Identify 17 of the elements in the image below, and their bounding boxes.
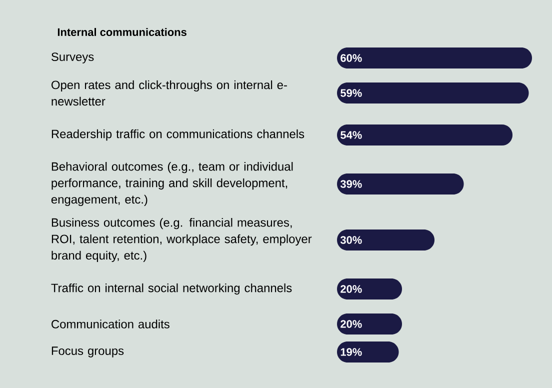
data-label: 20% xyxy=(340,320,362,328)
y-tick-label: Behavioral outcomes (e.g., team or individual performance, training and skill development, engagement, etc.) xyxy=(51,162,293,206)
data-label: 59% xyxy=(340,89,362,97)
y-tick-label: Surveys xyxy=(51,52,94,64)
y-tick-label: Traffic on internal social networking channels xyxy=(51,283,292,295)
y-tick-label: Open rates and click-throughs on internal e-newsletter xyxy=(52,80,287,106)
data-label: 19% xyxy=(340,348,362,356)
y-tick-label: Readership traffic on communications channels xyxy=(52,129,304,141)
data-label: 54% xyxy=(340,131,362,139)
y-tick-label: Communication audits xyxy=(52,320,170,328)
data-label: 30% xyxy=(340,236,362,244)
data-label: 39% xyxy=(340,180,362,188)
y-tick-label: Business outcomes (e.g. financial measures, ROI, talent retention, workplace safety, employer brand equity, etc.) xyxy=(52,218,312,262)
data-label: 60% xyxy=(340,54,362,62)
text: Internal communications xyxy=(58,28,186,36)
y-tick-label: Focus groups xyxy=(52,346,124,358)
data-label: 20% xyxy=(340,285,362,293)
